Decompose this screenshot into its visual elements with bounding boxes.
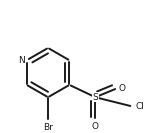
- Text: O: O: [92, 122, 99, 131]
- Text: S: S: [92, 93, 98, 102]
- Text: O: O: [119, 84, 126, 93]
- Text: Br: Br: [43, 122, 53, 132]
- Text: N: N: [18, 56, 25, 65]
- Text: Cl: Cl: [135, 102, 144, 111]
